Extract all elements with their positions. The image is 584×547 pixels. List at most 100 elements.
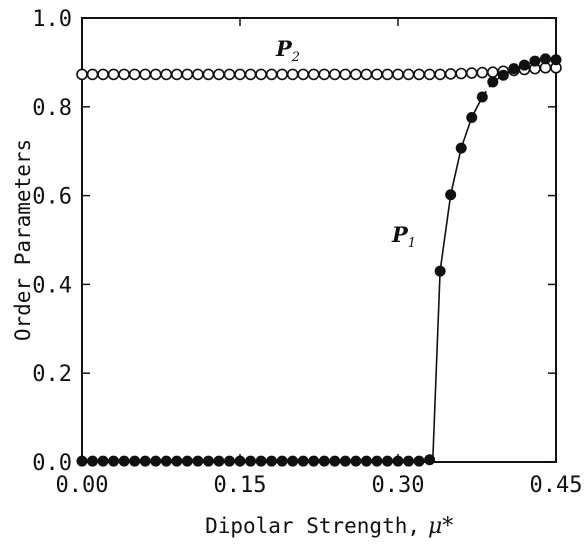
p1-point [392, 455, 404, 467]
p1-point [118, 455, 130, 467]
p1-point [403, 455, 415, 467]
p2-point [118, 68, 130, 81]
p2-point [234, 68, 246, 81]
p2-point [360, 68, 373, 81]
x-axis-label: Dipolar Strength, [205, 514, 420, 538]
p2-point [160, 68, 173, 81]
p1-point [466, 111, 478, 123]
p2-point [149, 68, 162, 81]
p2-point [434, 68, 446, 81]
p1-point [202, 455, 214, 467]
y-tick-label: 0.2 [32, 362, 72, 387]
p1-point [424, 454, 436, 466]
p1-point [487, 76, 499, 88]
p1-point [255, 455, 267, 467]
p2-point [255, 68, 267, 81]
p1-point [287, 455, 299, 467]
x-tick-label: 0.30 [372, 473, 425, 498]
y-ticks: 0.0 0.2 0.4 0.6 0.8 1.0 [32, 7, 556, 476]
p1-point [518, 59, 530, 71]
p2-point [423, 68, 436, 81]
p1-point [329, 455, 341, 467]
p1-point [550, 54, 562, 66]
p1-point [539, 53, 551, 65]
p2-point [107, 68, 120, 81]
p1-point [160, 455, 172, 467]
p1-point [192, 455, 204, 467]
p1-point [139, 455, 151, 467]
p2-point [244, 68, 257, 81]
p2-point [181, 68, 194, 81]
p2-point [297, 68, 310, 81]
p1-point [223, 455, 235, 467]
p1-point [318, 455, 330, 467]
p1-point [129, 455, 141, 467]
p2-point [202, 68, 215, 81]
p1-point [171, 455, 183, 467]
p1-point [381, 455, 393, 467]
plot-frame [81, 17, 557, 463]
p1-point [445, 189, 457, 201]
p2-point [350, 68, 362, 81]
p1-point [529, 55, 541, 67]
p2-point [265, 68, 278, 81]
p2-point [171, 68, 183, 81]
p1-point [266, 455, 278, 467]
p2-point [486, 66, 499, 78]
p2-point [328, 68, 341, 81]
y-axis-label: Order Parameters [11, 139, 35, 341]
y-tick-label: 1.0 [32, 7, 72, 32]
p1-point [234, 455, 246, 467]
p2-point [413, 68, 425, 81]
p1-point [245, 455, 257, 467]
p1-point [350, 455, 362, 467]
p1-point [150, 455, 162, 467]
p2-point [402, 68, 415, 81]
p1-point [434, 265, 446, 277]
p1-point [213, 455, 225, 467]
p2-point [213, 68, 225, 81]
p2-point [76, 68, 88, 81]
p1-point [360, 455, 372, 467]
p1-point [371, 455, 383, 467]
p2-point [307, 68, 320, 81]
p1-point [276, 455, 288, 467]
p2-point [476, 66, 489, 79]
y-tick-label: 0.0 [32, 451, 72, 476]
x-tick-label: 0.00 [56, 473, 109, 498]
fit-line [432, 57, 557, 460]
y-tick-label: 0.6 [32, 185, 72, 210]
p1-point [413, 455, 425, 467]
p1-series [76, 53, 562, 467]
p1-point [339, 455, 351, 467]
p2-point [392, 68, 404, 81]
p2-point [97, 68, 109, 81]
y-tick-label: 0.4 [32, 273, 72, 298]
x-tick-label: 0.45 [530, 473, 583, 498]
p1-point [497, 69, 509, 81]
p1-point [455, 142, 467, 154]
p2-point [455, 67, 468, 80]
p1-point [181, 455, 193, 467]
p2-point [192, 68, 204, 81]
annotation-p1: P1 [391, 222, 416, 251]
p2-series [76, 61, 562, 81]
p1-point [476, 91, 488, 103]
x-tick-label: 0.15 [214, 473, 267, 498]
annotation-p2: P2 [275, 36, 300, 65]
p2-point [339, 68, 352, 81]
p2-point [318, 68, 331, 81]
p2-point [286, 68, 299, 81]
y-tick-label: 0.8 [32, 96, 72, 121]
p1-point [308, 455, 320, 467]
p1-point [297, 455, 309, 467]
p2-point [381, 68, 394, 81]
x-axis-symbol: μ* [428, 514, 453, 539]
p2-point [276, 68, 288, 81]
p2-point [86, 68, 99, 81]
p2-point [465, 67, 478, 79]
p2-point [139, 68, 151, 81]
p1-point [97, 455, 109, 467]
p1-point [108, 455, 120, 467]
